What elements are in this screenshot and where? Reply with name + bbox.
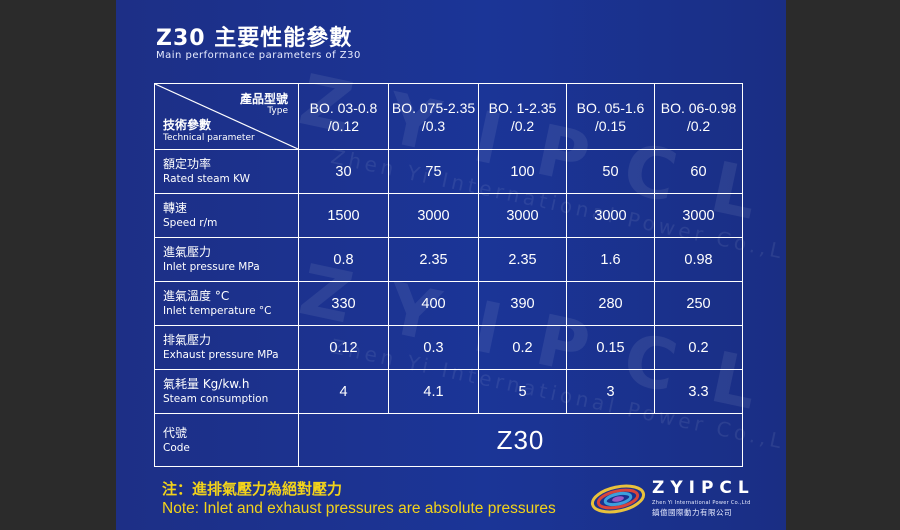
param-label-cell: 代號 Code xyxy=(154,413,299,467)
model-header-cell: BO. 075-2.35/0.3 xyxy=(388,83,479,150)
value-cell: 3.3 xyxy=(654,369,743,414)
value-cell: 75 xyxy=(388,149,479,194)
value-cell: 2.35 xyxy=(388,237,479,282)
value-cell: 0.2 xyxy=(654,325,743,370)
param-label-cell: 氣耗量 Kg/kw.h Steam consumption xyxy=(154,369,299,414)
table-row: 進氣壓力 Inlet pressure MPa 0.8 2.35 2.35 1.6… xyxy=(154,237,743,282)
param-zh: 代號 xyxy=(163,425,188,440)
header-param-zh: 技術參數 xyxy=(163,118,212,132)
param-zh: 額定功率 xyxy=(163,157,212,171)
value-cell: 1500 xyxy=(298,193,389,238)
model-line2: /0.2 xyxy=(510,117,535,134)
header-corner-cell: 產品型號 Type 技術參數 Technical parameter xyxy=(154,83,299,150)
value-cell: 0.12 xyxy=(298,325,389,370)
value-cell: 390 xyxy=(478,281,567,326)
swirl-logo-icon xyxy=(590,484,646,514)
param-en: Speed r/m xyxy=(163,217,218,229)
table-row: 額定功率 Rated steam KW 30 75 100 50 60 xyxy=(154,149,743,194)
param-zh: 進氣溫度 °C xyxy=(163,289,230,303)
param-zh: 進氣壓力 xyxy=(163,245,212,259)
note-zh: 注：進排氣壓力為絕對壓力 xyxy=(162,480,343,498)
param-zh: 排氣壓力 xyxy=(163,333,212,347)
param-en: Steam consumption xyxy=(163,393,269,405)
value-cell: 5 xyxy=(478,369,567,414)
spec-panel: ZYIPCL Zhen Yi International Power Co.,L… xyxy=(116,0,786,530)
table-row: 轉速 Speed r/m 1500 3000 3000 3000 3000 xyxy=(154,193,743,238)
table-header-row: 產品型號 Type 技術參數 Technical parameter BO. 0… xyxy=(154,83,743,150)
value-cell: 4 xyxy=(298,369,389,414)
logo-company-en: Zhen Yi International Power Co.,Ltd xyxy=(652,500,751,506)
model-header-cell: BO. 06-0.98/0.2 xyxy=(654,83,743,150)
value-cell: 3000 xyxy=(566,193,655,238)
note-en: Note: Inlet and exhaust pressures are ab… xyxy=(162,500,556,517)
value-cell: 400 xyxy=(388,281,479,326)
code-row: 代號 Code Z30 xyxy=(154,413,743,467)
param-en: Inlet temperature °C xyxy=(163,305,272,317)
page-title: Z30 主要性能參數 xyxy=(156,26,353,51)
value-cell: 250 xyxy=(654,281,743,326)
param-label-cell: 進氣壓力 Inlet pressure MPa xyxy=(154,237,299,282)
param-label-cell: 進氣溫度 °C Inlet temperature °C xyxy=(154,281,299,326)
model-line1: BO. 1-2.35 xyxy=(488,99,557,116)
param-zh: 轉速 xyxy=(163,201,188,215)
param-en: Code xyxy=(163,441,190,454)
param-label-cell: 額定功率 Rated steam KW xyxy=(154,149,299,194)
model-line1: BO. 05-1.6 xyxy=(576,99,645,116)
model-line2: /0.12 xyxy=(327,117,360,134)
header-type-zh: 產品型號 xyxy=(239,92,288,106)
value-cell: 0.98 xyxy=(654,237,743,282)
model-line2: /0.2 xyxy=(686,117,711,134)
value-cell: 0.3 xyxy=(388,325,479,370)
model-line1: BO. 06-0.98 xyxy=(660,99,737,116)
model-header-cell: BO. 1-2.35/0.2 xyxy=(478,83,567,150)
value-cell: 280 xyxy=(566,281,655,326)
value-cell: 4.1 xyxy=(388,369,479,414)
value-cell: 0.2 xyxy=(478,325,567,370)
value-cell: 3000 xyxy=(478,193,567,238)
value-cell: 100 xyxy=(478,149,567,194)
model-line2: /0.3 xyxy=(421,117,446,134)
model-line2: /0.15 xyxy=(594,117,627,134)
value-cell: 60 xyxy=(654,149,743,194)
param-label-cell: 排氣壓力 Exhaust pressure MPa xyxy=(154,325,299,370)
table-row: 進氣溫度 °C Inlet temperature °C 330 400 390 … xyxy=(154,281,743,326)
logo-name: ZYIPCL xyxy=(652,478,755,498)
model-line1: BO. 03-0.8 xyxy=(309,99,378,116)
value-cell: 2.35 xyxy=(478,237,567,282)
header-param-en: Technical parameter xyxy=(163,133,255,143)
value-cell: 3000 xyxy=(388,193,479,238)
value-cell: 30 xyxy=(298,149,389,194)
table-row: 排氣壓力 Exhaust pressure MPa 0.12 0.3 0.2 0.… xyxy=(154,325,743,370)
value-cell: 50 xyxy=(566,149,655,194)
page-subtitle: Main performance parameters of Z30 xyxy=(156,50,361,61)
value-cell: 0.15 xyxy=(566,325,655,370)
value-cell: 1.6 xyxy=(566,237,655,282)
value-cell: 3000 xyxy=(654,193,743,238)
param-label-cell: 轉速 Speed r/m xyxy=(154,193,299,238)
param-en: Inlet pressure MPa xyxy=(163,261,260,273)
param-en: Exhaust pressure MPa xyxy=(163,349,279,361)
value-cell: 3 xyxy=(566,369,655,414)
value-cell: 330 xyxy=(298,281,389,326)
table-row: 氣耗量 Kg/kw.h Steam consumption 4 4.1 5 3 3… xyxy=(154,369,743,414)
value-cell: 0.8 xyxy=(298,237,389,282)
header-type-en: Type xyxy=(267,106,288,116)
parameter-table: 產品型號 Type 技術參數 Technical parameter BO. 0… xyxy=(154,83,743,467)
code-value-cell: Z30 xyxy=(298,413,743,467)
model-line1: BO. 075-2.35 xyxy=(391,99,476,116)
model-header-cell: BO. 05-1.6/0.15 xyxy=(566,83,655,150)
company-logo: ZYIPCL Zhen Yi International Power Co.,L… xyxy=(590,478,780,522)
logo-company-zh: 鎮億國際動力有限公司 xyxy=(652,508,732,517)
param-zh: 氣耗量 Kg/kw.h xyxy=(163,377,250,391)
model-header-cell: BO. 03-0.8/0.12 xyxy=(298,83,389,150)
param-en: Rated steam KW xyxy=(163,173,251,185)
